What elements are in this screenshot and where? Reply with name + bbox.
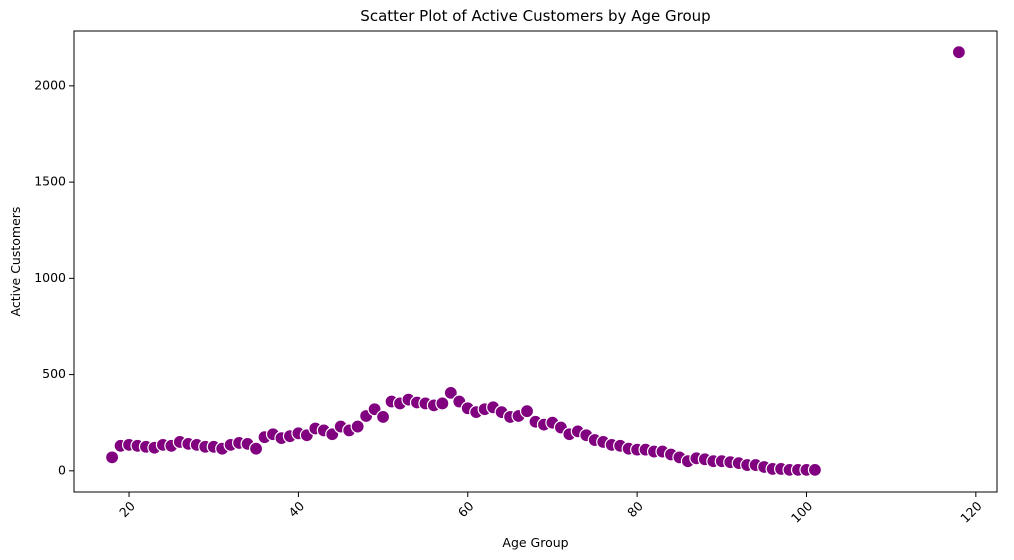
data-point	[350, 419, 365, 434]
plot-frame	[73, 30, 998, 493]
x-tick-label: 120	[957, 498, 985, 526]
x-tick-label: 40	[285, 498, 307, 520]
y-tick-label: 0	[58, 462, 66, 477]
y-tick-label: 500	[42, 366, 66, 381]
data-point	[435, 396, 450, 411]
x-axis-label: Age Group	[502, 535, 568, 550]
y-tick-label: 1000	[34, 270, 66, 285]
x-tick-label: 100	[788, 498, 816, 526]
x-tick-label: 20	[116, 498, 138, 520]
data-point	[248, 441, 264, 456]
data-point	[105, 450, 120, 465]
data-point	[443, 385, 458, 400]
data-point	[951, 45, 966, 60]
data-point	[375, 409, 391, 425]
chart-title: Scatter Plot of Active Customers by Age …	[360, 7, 710, 25]
x-tick-label: 60	[455, 498, 477, 520]
y-axis-label: Active Customers	[8, 207, 23, 317]
x-tick-label: 80	[624, 498, 646, 520]
data-point	[807, 462, 823, 477]
y-tick-label: 2000	[34, 77, 66, 92]
y-tick-label: 1500	[34, 174, 66, 189]
data-point	[519, 404, 535, 419]
